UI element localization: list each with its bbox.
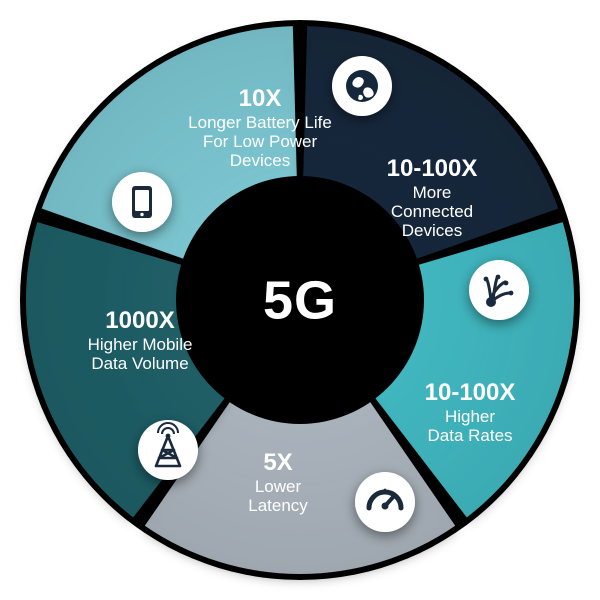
- segment-sub-devices-2: Devices: [402, 221, 462, 240]
- segment-sub-volume-0: Higher Mobile: [88, 335, 193, 354]
- segment-sub-battery-2: Devices: [230, 151, 290, 170]
- segment-sub-latency-1: Latency: [248, 496, 308, 515]
- segment-sub-battery-1: For Low Power: [203, 132, 318, 151]
- segment-title-latency: 5X: [263, 449, 292, 476]
- segment-sub-devices-0: More: [413, 183, 452, 202]
- segment-title-battery: 10X: [239, 85, 282, 112]
- donut-infographic: 5G10XLonger Battery LifeFor Low PowerDev…: [0, 0, 600, 600]
- segment-sub-volume-1: Data Volume: [91, 354, 188, 373]
- segment-title-volume: 1000X: [105, 307, 174, 334]
- fiber-icon: [469, 260, 529, 320]
- center-label: 5G: [263, 270, 337, 330]
- segment-sub-datarates-1: Data Rates: [427, 426, 512, 445]
- phone-icon: [112, 172, 172, 232]
- segment-sub-latency-0: Lower: [255, 477, 302, 496]
- segment-sub-battery-0: Longer Battery Life: [188, 113, 332, 132]
- segment-sub-devices-1: Connected: [391, 202, 473, 221]
- globe-icon: [332, 56, 392, 116]
- segment-title-devices: 10-100X: [387, 155, 478, 182]
- tower-icon: [138, 420, 198, 480]
- segment-sub-datarates-0: Higher: [445, 407, 495, 426]
- gauge-icon: [355, 472, 415, 532]
- segment-title-datarates: 10-100X: [425, 379, 516, 406]
